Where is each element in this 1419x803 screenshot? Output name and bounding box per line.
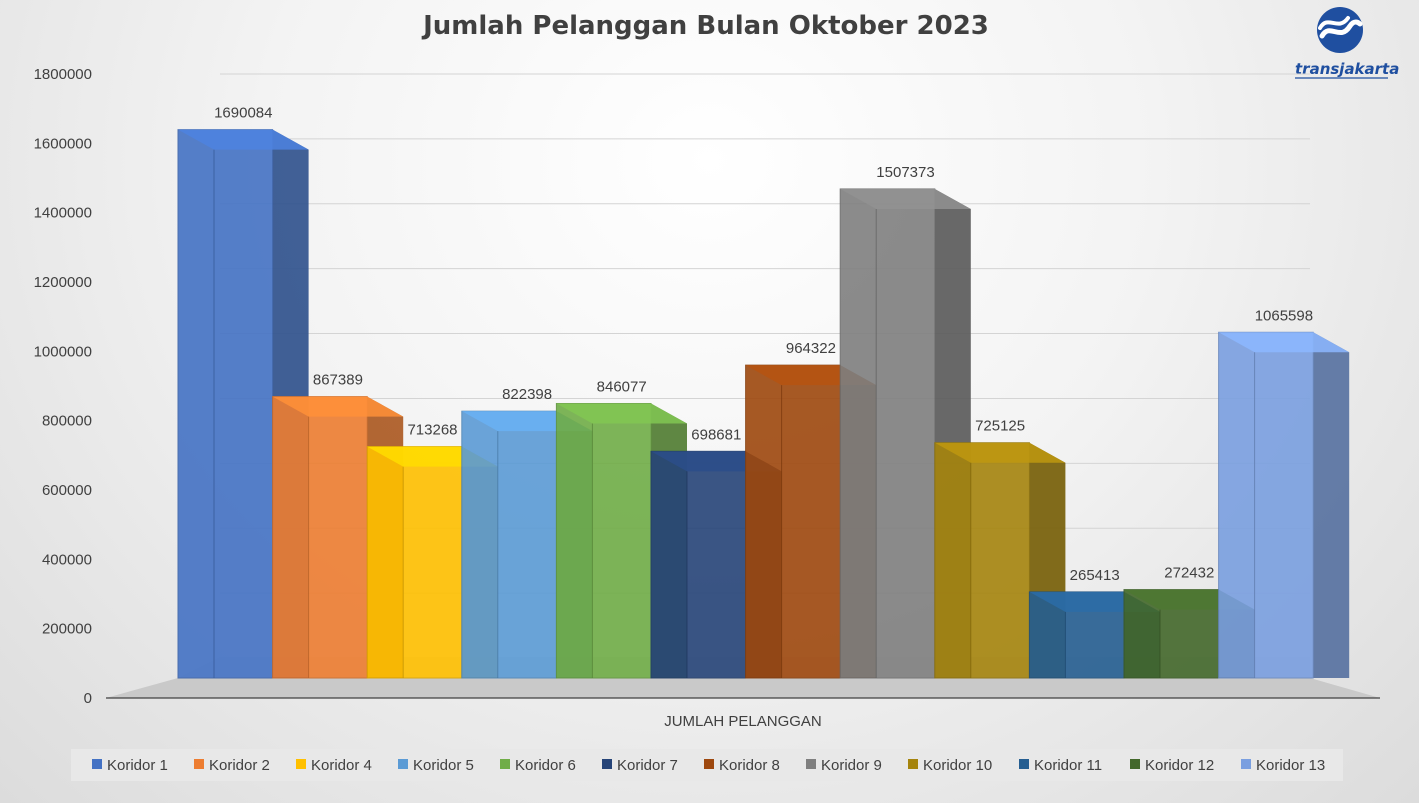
legend-item: Koridor 1 [92, 757, 168, 774]
bar-koridor-13 [1218, 331, 1350, 679]
y-tick-label: 1800000 [34, 66, 92, 83]
data-label: 1065598 [1255, 307, 1313, 324]
transjakarta-logo: transjakarta [1295, 7, 1399, 79]
y-tick-label: 1400000 [34, 205, 92, 222]
legend-label: Koridor 8 [719, 757, 780, 774]
chart-title: Jumlah Pelanggan Bulan Oktober 2023 [421, 11, 989, 41]
y-tick-label: 400000 [42, 551, 92, 568]
bar-top [272, 396, 404, 417]
data-label: 964322 [786, 340, 836, 357]
legend-swatch [296, 759, 306, 769]
data-label: 867389 [313, 372, 363, 389]
legend-swatch [500, 759, 510, 769]
data-label: 272432 [1164, 565, 1214, 582]
bar-top [178, 129, 309, 150]
transjakarta-logo-icon [1317, 7, 1363, 53]
y-tick-label: 1000000 [34, 343, 92, 360]
legend-swatch [92, 759, 102, 769]
data-label: 698681 [691, 426, 741, 443]
legend-swatch [704, 759, 714, 769]
legend-label: Koridor 9 [821, 757, 882, 774]
bar-front [839, 188, 936, 679]
bar-top [556, 403, 687, 424]
legend-item: Koridor 6 [500, 757, 576, 774]
legend-item: Koridor 2 [194, 757, 270, 774]
bars [177, 129, 1350, 679]
bar-front [177, 129, 274, 679]
legend-swatch [908, 759, 918, 769]
data-label: 846077 [597, 378, 647, 395]
bar-front [650, 450, 747, 679]
floor-plane [106, 678, 1380, 698]
legend-label: Koridor 5 [413, 757, 474, 774]
logo-text: transjakarta [1295, 60, 1399, 78]
legend-swatch [806, 759, 816, 769]
legend-item: Koridor 13 [1241, 757, 1325, 774]
legend-label: Koridor 1 [107, 757, 168, 774]
data-label: 1690084 [214, 105, 272, 122]
bar-front [366, 446, 463, 679]
legend-item: Koridor 10 [908, 757, 992, 774]
bar-top [840, 188, 971, 209]
bar-front [1218, 331, 1314, 679]
legend-item: Koridor 8 [704, 757, 780, 774]
legend-item: Koridor 7 [602, 757, 678, 774]
y-tick-label: 0 [84, 690, 92, 707]
legend-item: Koridor 4 [296, 757, 372, 774]
y-tick-label: 1200000 [34, 274, 92, 291]
bar-front [461, 410, 557, 679]
data-label: 713268 [407, 422, 457, 439]
bar-side [1313, 332, 1350, 678]
legend-swatch [602, 759, 612, 769]
legend-label: Koridor 10 [923, 757, 992, 774]
data-labels: 1690084 867389 713268 822398 846077 698681 964… [214, 105, 1313, 584]
legend-label: Koridor 7 [617, 757, 678, 774]
y-tick-label: 600000 [42, 482, 92, 499]
legend-item: Koridor 9 [806, 757, 882, 774]
legend-item: Koridor 5 [398, 757, 474, 774]
legend-item: Koridor 12 [1130, 757, 1214, 774]
y-tick-label: 800000 [42, 413, 92, 430]
bar-front [272, 396, 368, 679]
legend-label: Koridor 11 [1034, 757, 1102, 774]
bar-front [934, 442, 1030, 679]
legend-label: Koridor 2 [209, 757, 270, 774]
y-tick-label: 1600000 [34, 135, 92, 152]
legend-label: Koridor 13 [1256, 757, 1325, 774]
bar-top [1218, 332, 1350, 353]
legend-swatch [1130, 759, 1140, 769]
data-label: 265413 [1070, 567, 1120, 584]
legend-swatch [1019, 759, 1029, 769]
y-tick-label: 200000 [42, 621, 92, 638]
y-axis-ticks: 0 200000 400000 600000 800000 1000000 1200000 1… [34, 66, 92, 707]
legend-label: Koridor 6 [515, 757, 576, 774]
legend-swatch [398, 759, 408, 769]
legend-swatch [1241, 759, 1251, 769]
legend: Koridor 1 Koridor 2 Koridor 4 Koridor 5 Kori… [92, 757, 1325, 774]
legend-swatch [194, 759, 204, 769]
bar-front [745, 364, 841, 679]
data-label: 822398 [502, 386, 552, 403]
legend-label: Koridor 12 [1145, 757, 1214, 774]
data-label: 725125 [975, 418, 1025, 435]
bar-top [934, 442, 1066, 463]
legend-label: Koridor 4 [311, 757, 372, 774]
bar-front [555, 402, 652, 679]
legend-item: Koridor 11 [1019, 757, 1102, 774]
x-axis-label: JUMLAH PELANGGAN [664, 713, 822, 730]
data-label: 1507373 [876, 164, 934, 181]
